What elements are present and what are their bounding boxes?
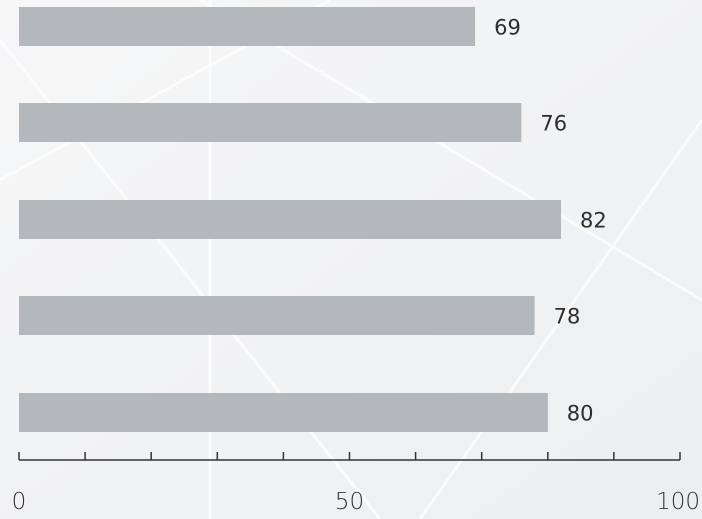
bar-1 [19,7,476,46]
bar-2 [19,103,522,142]
bar-4 [19,296,535,335]
bar-3 [19,200,562,239]
x-tick-label-0: 0 [12,489,27,515]
bar-5 [19,393,548,432]
x-tick-label-100: 100 [656,489,700,515]
data-label-3: 82 [580,209,607,233]
data-labels-group: 69 76 82 78 80 [494,16,607,426]
data-label-5: 80 [567,402,594,426]
data-label-2: 76 [540,112,567,136]
x-tick-label-50: 50 [335,489,364,515]
data-label-4: 78 [554,305,581,329]
data-label-1: 69 [494,16,521,40]
x-axis-ticks [18,452,681,460]
bars-group [19,7,562,432]
x-axis-tick-labels: 0 50 100 [12,489,700,515]
